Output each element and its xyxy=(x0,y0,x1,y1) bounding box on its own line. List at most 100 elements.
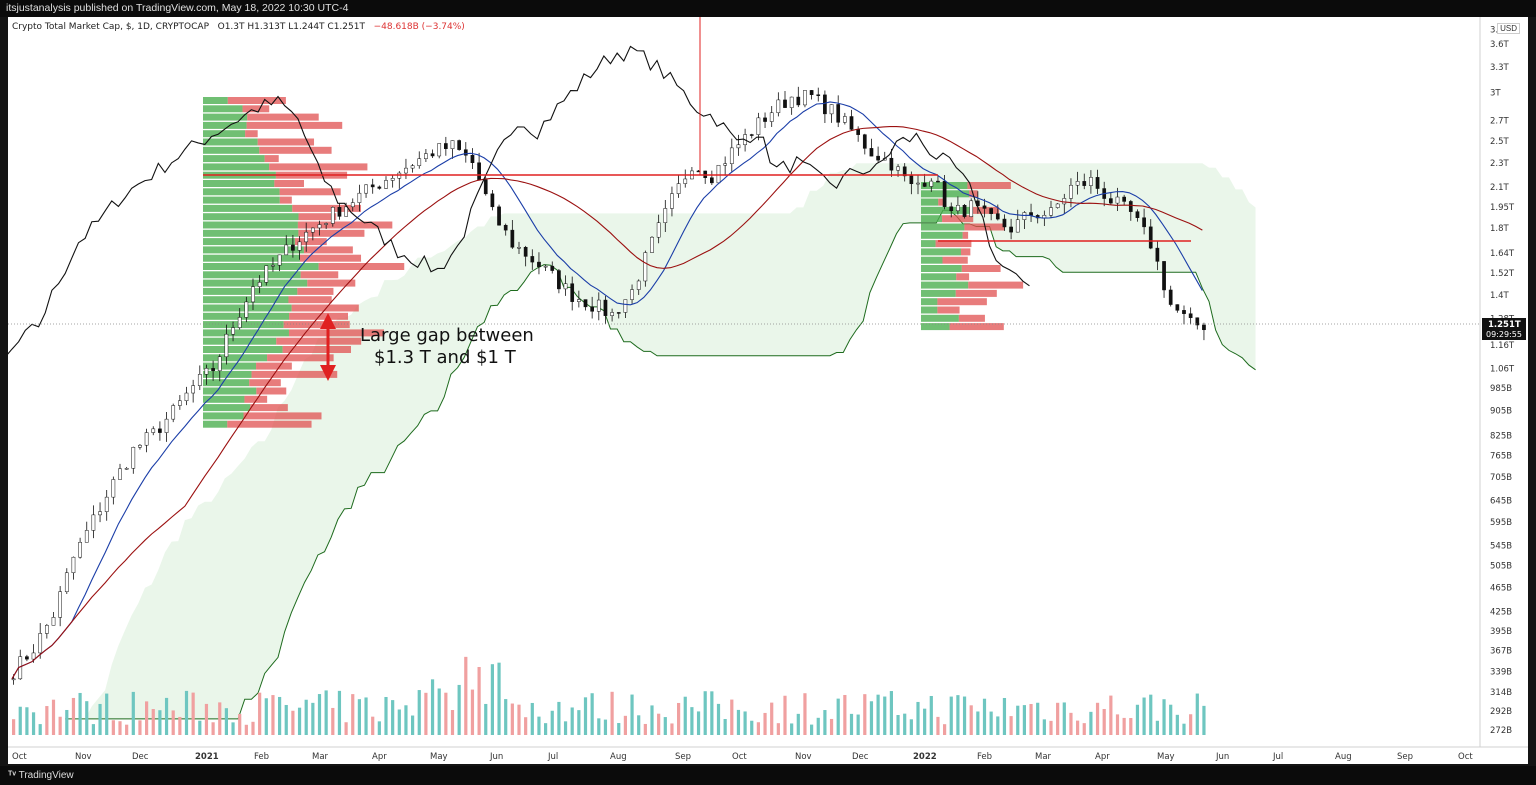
volume-profile-bar xyxy=(279,196,292,204)
volume-profile-bar xyxy=(203,180,275,187)
volume-bar xyxy=(790,723,794,735)
volume-profile-bar xyxy=(282,346,351,353)
volume-bar xyxy=(311,702,315,735)
candle-body xyxy=(344,206,348,217)
volume-bar xyxy=(25,707,29,735)
volume-bar xyxy=(743,711,747,735)
volume-bar xyxy=(756,722,760,735)
candle-body xyxy=(1082,181,1087,186)
volume-profile-bar xyxy=(257,138,315,146)
price-chart-svg[interactable]: 3.8T3.6T3.3T3T2.7T2.5T2.3T2.1T1.95T1.8T1… xyxy=(0,17,1528,764)
symbol-line: Crypto Total Market Cap, $, 1D, CRYPTOCA… xyxy=(12,22,209,32)
volume-profile-bar xyxy=(942,256,968,264)
y-tick-label: 595B xyxy=(1490,518,1512,528)
volume-bar xyxy=(164,697,169,735)
volume-profile-bar xyxy=(921,223,965,231)
chart-area[interactable]: 3.8T3.6T3.3T3T2.7T2.5T2.3T2.1T1.95T1.8T1… xyxy=(0,17,1528,764)
y-tick-label: 2.5T xyxy=(1490,137,1510,147)
volume-bar xyxy=(457,684,461,735)
volume-profile-bar xyxy=(203,188,280,196)
candle-body xyxy=(211,368,215,372)
candle-body xyxy=(271,264,275,267)
volume-profile-bar xyxy=(279,188,341,196)
y-tick-label: 292B xyxy=(1490,707,1512,717)
volume-profile-bar xyxy=(203,346,283,353)
candle-body xyxy=(623,299,628,313)
volume-profile-bar xyxy=(921,298,938,306)
volume-bar xyxy=(750,720,754,735)
volume-profile-bar xyxy=(269,163,368,171)
volume-bar xyxy=(544,723,548,735)
candle-body xyxy=(776,99,781,114)
volume-bar xyxy=(1016,705,1020,735)
volume-bar xyxy=(464,656,468,735)
volume-bar xyxy=(909,719,913,735)
volume-bar xyxy=(1129,718,1133,735)
candle-body xyxy=(144,432,149,446)
volume-profile-bar xyxy=(256,387,287,395)
volume-bar xyxy=(258,692,262,735)
volume-profile-bar xyxy=(203,296,289,304)
volume-profile-bar xyxy=(921,306,938,314)
volume-bar xyxy=(58,716,62,735)
candle-body xyxy=(1009,226,1013,233)
candle-body xyxy=(317,224,322,229)
volume-profile-bar xyxy=(937,306,960,314)
y-tick-label: 765B xyxy=(1490,451,1512,461)
candle-body xyxy=(523,247,528,257)
candle-body xyxy=(264,265,269,283)
volume-profile-bar xyxy=(283,321,350,329)
volume-profile-bar xyxy=(249,379,281,387)
volume-bar xyxy=(51,699,56,735)
volume-bar xyxy=(889,691,893,735)
volume-bar xyxy=(12,719,16,735)
volume-bar xyxy=(65,709,69,735)
candle-body xyxy=(251,286,255,303)
volume-profile-bar xyxy=(921,289,956,297)
volume-bar xyxy=(224,708,228,735)
y-tick-label: 2.1T xyxy=(1490,183,1510,193)
footer-bar: ᵀᵛ TradingView xyxy=(0,766,1536,785)
volume-bar xyxy=(484,703,488,735)
candle-body xyxy=(590,306,594,312)
candle-body xyxy=(550,265,555,271)
gap-arrow-head-down xyxy=(320,365,336,381)
x-tick-label: Jun xyxy=(1215,752,1229,762)
volume-bar xyxy=(497,662,501,735)
volume-profile-bar xyxy=(245,130,258,138)
volume-profile-bar xyxy=(938,198,946,206)
volume-bar xyxy=(477,667,481,735)
candle-body xyxy=(656,222,661,238)
volume-bar xyxy=(524,717,528,735)
volume-bar xyxy=(1149,694,1153,735)
volume-bar xyxy=(91,724,95,735)
candle-body xyxy=(862,134,867,149)
volume-bar xyxy=(297,707,302,735)
volume-profile-bar xyxy=(203,105,243,113)
candle-body xyxy=(729,147,734,164)
volume-bar xyxy=(936,716,940,735)
candle-body xyxy=(444,143,448,149)
volume-bar xyxy=(550,710,554,735)
axis-unit-label[interactable]: USD xyxy=(1497,23,1520,34)
volume-profile-bar xyxy=(203,213,299,221)
volume-bar xyxy=(198,720,202,735)
volume-profile-bar xyxy=(967,182,1011,189)
volume-bar xyxy=(677,702,681,735)
volume-bar xyxy=(770,702,774,735)
x-tick-label: Oct xyxy=(12,752,27,762)
candle-body xyxy=(490,193,495,208)
volume-bar xyxy=(843,694,847,735)
candle-body xyxy=(217,356,222,372)
volume-bar xyxy=(264,698,268,735)
volume-bar xyxy=(364,697,368,735)
candle-body xyxy=(463,149,468,156)
volume-profile-bar xyxy=(203,362,257,370)
x-tick-label: Mar xyxy=(1035,752,1052,762)
candle-body xyxy=(856,129,860,135)
volume-bar xyxy=(623,715,627,735)
candle-body xyxy=(164,418,169,433)
candle-body xyxy=(84,530,89,543)
volume-profile-bar xyxy=(203,229,299,237)
volume-bar xyxy=(590,693,594,735)
